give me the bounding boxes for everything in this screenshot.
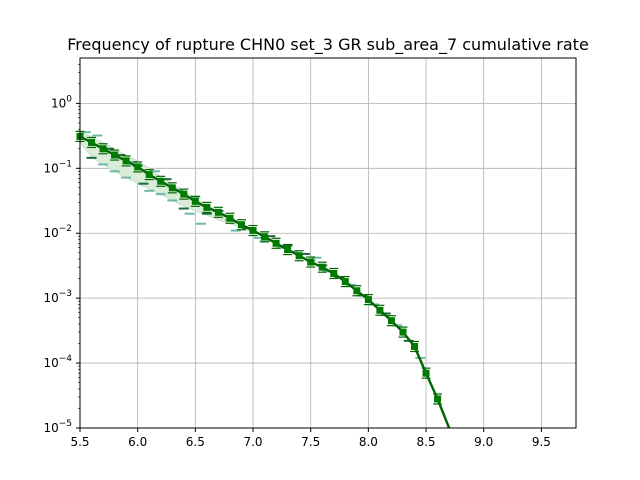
data-point (399, 328, 407, 336)
x-tick-label: 9.5 (532, 435, 551, 449)
data-point (180, 190, 188, 198)
y-tick-label: 10−5 (43, 419, 72, 435)
plot-area-frame (79, 57, 577, 429)
data-point (353, 287, 361, 295)
data-point (168, 184, 176, 192)
data-point (226, 214, 234, 222)
data-point (157, 177, 165, 185)
y-tick-label: 10−4 (43, 354, 72, 370)
data-point (134, 163, 142, 171)
x-tick-label: 7.0 (243, 435, 262, 449)
data-point (387, 317, 395, 325)
x-tick-label: 8.5 (416, 435, 435, 449)
data-point (122, 157, 130, 165)
data-point (422, 369, 430, 377)
data-point (411, 343, 419, 351)
data-point (318, 263, 326, 271)
x-tick-label: 9.0 (474, 435, 493, 449)
data-point (307, 258, 315, 266)
x-tick-label: 7.5 (301, 435, 320, 449)
data-point (191, 197, 199, 205)
x-tick-label: 5.5 (70, 435, 89, 449)
data-point (284, 246, 292, 254)
grid (79, 58, 576, 429)
data-point (99, 145, 107, 153)
x-tick-label: 8.0 (359, 435, 378, 449)
data-point (88, 138, 96, 146)
data-point (237, 221, 245, 229)
data-point (295, 252, 303, 260)
x-tick-label: 6.5 (186, 435, 205, 449)
data-point (214, 208, 222, 216)
data-point (203, 203, 211, 211)
y-tick-label: 100 (51, 94, 72, 110)
data-point (272, 239, 280, 247)
x-axis-ticks: 5.5 6.0 6.5 7.0 7.5 8.0 8.5 9.0 9.5 (70, 428, 551, 449)
chart-title: Frequency of rupture CHN0 set_3 GR sub_a… (67, 35, 589, 55)
data-point (364, 296, 372, 304)
y-axis-ticks: 10−5 10−4 10−3 10−2 10−1 100 (43, 63, 80, 435)
y-tick-label: 10−3 (43, 289, 72, 305)
data-point (261, 233, 269, 241)
data-point (111, 151, 119, 159)
data-point (341, 278, 349, 286)
data-point (249, 227, 257, 235)
y-tick-label: 10−2 (43, 224, 72, 240)
data-point (330, 269, 338, 277)
data-point (376, 306, 384, 314)
y-tick-label: 10−1 (43, 159, 72, 175)
x-tick-label: 6.0 (128, 435, 147, 449)
cumulative-rate-markers (75, 130, 443, 405)
data-point (434, 395, 442, 403)
data-point (145, 171, 153, 179)
